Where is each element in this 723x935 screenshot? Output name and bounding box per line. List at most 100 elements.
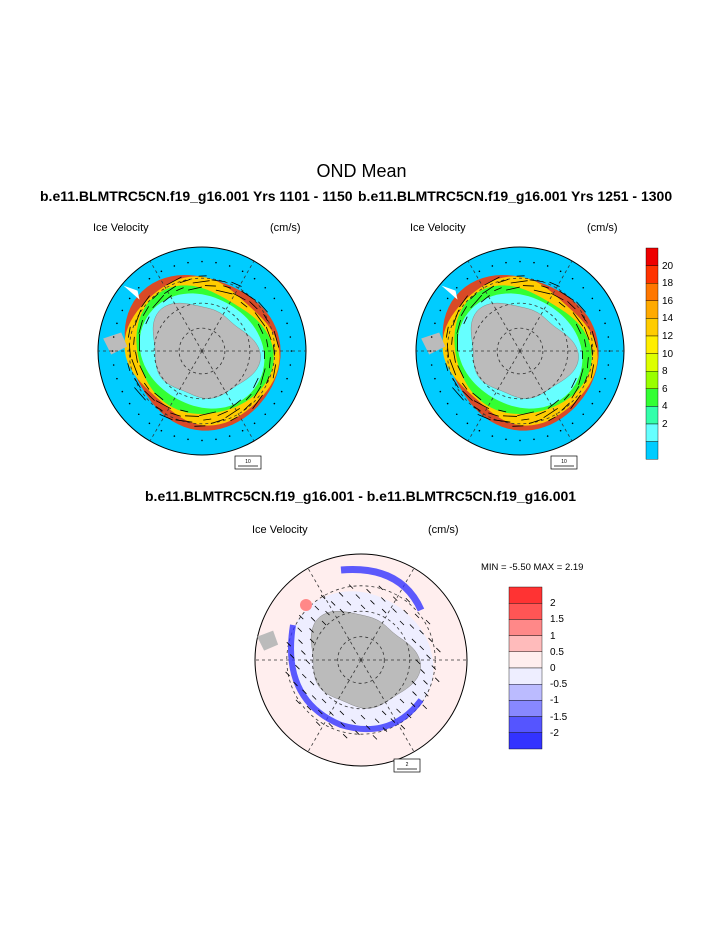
velocity-dot [148, 277, 151, 280]
velocity-vector [301, 650, 306, 655]
velocity-vector [456, 319, 461, 334]
colorbar-swatch [645, 335, 659, 354]
units-label-diff: (cm/s) [428, 524, 459, 536]
latitude-circle [178, 327, 226, 375]
velocity-dot [111, 350, 114, 352]
velocity-vector [378, 585, 384, 591]
velocity-vector [311, 695, 317, 700]
colorbar-tick-label: -2 [550, 727, 559, 739]
velocity-dot [446, 297, 449, 300]
velocity-vector [550, 292, 564, 301]
velocity-vector [559, 290, 574, 301]
velocity-vector [154, 392, 164, 401]
velocity-vector [265, 376, 270, 384]
colorbar-swatch [645, 283, 659, 302]
velocity-vector [396, 708, 401, 714]
velocity-vector [405, 597, 411, 603]
velocity-dot [604, 377, 606, 380]
velocity-vector [521, 418, 530, 421]
velocity-vector [535, 410, 546, 416]
colorbar-tick-label: 18 [662, 278, 674, 290]
velocity-dot [201, 439, 203, 442]
velocity-vector [365, 725, 371, 730]
velocity-dot [173, 265, 176, 267]
velocity-dot [289, 364, 292, 366]
velocity-dot [121, 309, 124, 312]
velocity-vector [461, 382, 468, 390]
velocity-dot [116, 322, 118, 325]
velocity-dot [533, 261, 535, 264]
velocity-vector [266, 339, 269, 348]
velocity-vector [139, 365, 147, 379]
colorbar-tick-label: 0.5 [550, 646, 564, 658]
velocity-vector [419, 629, 424, 635]
velocity-dot [228, 435, 231, 437]
reference-vector-right: 10 [550, 455, 578, 470]
velocity-vector [462, 390, 473, 401]
colorbar-tick-label: 10 [662, 348, 674, 360]
velocity-vector [318, 709, 323, 715]
velocity-dot [253, 422, 256, 425]
panel-title-right: b.e11.BLMTRC5CN.f19_g16.001 Yrs 1251 - 1… [358, 188, 673, 204]
latitude-circle [153, 302, 251, 400]
velocity-vector [305, 659, 311, 665]
velocity-dot [241, 270, 244, 273]
positive-patch [300, 599, 312, 611]
velocity-dot [571, 277, 574, 280]
velocity-vector [260, 368, 266, 385]
velocity-dot [434, 322, 436, 325]
velocity-vector [185, 415, 200, 417]
velocity-vector [425, 619, 431, 625]
colorbar-tick-label: 6 [662, 383, 668, 395]
latitude-circle [337, 636, 385, 684]
velocity-vector [155, 406, 163, 412]
white-wedge [441, 285, 458, 300]
velocity-vector [567, 301, 576, 310]
velocity-vector [346, 600, 352, 606]
velocity-dot [112, 364, 115, 366]
velocity-vector [314, 605, 320, 611]
latitude-circle [446, 277, 594, 425]
velocity-dot [290, 350, 293, 352]
velocity-vector [339, 608, 345, 614]
velocity-vector [506, 286, 520, 291]
velocity-vector [547, 399, 560, 409]
velocity-dot [228, 265, 231, 267]
velocity-vector [571, 377, 577, 389]
colorbar-swatch [508, 667, 543, 685]
velocity-vector [243, 402, 252, 411]
velocity-vector [578, 368, 584, 385]
velocity-vector [298, 639, 303, 644]
velocity-dot [160, 270, 163, 273]
velocity-vector [199, 411, 216, 417]
velocity-dot [559, 270, 562, 273]
velocity-dot [519, 439, 521, 442]
figure-title: OND Mean [316, 161, 407, 181]
velocity-vector [230, 416, 238, 422]
velocity-vector [528, 418, 543, 424]
meridian-line [519, 350, 573, 442]
velocity-dot [533, 438, 535, 441]
velocity-vector [339, 710, 345, 716]
velocity-vector [273, 344, 275, 356]
colorbar-swatch [645, 247, 659, 266]
velocity-vector [503, 415, 518, 417]
colorbar-swatch [508, 603, 543, 620]
velocity-vector [541, 285, 549, 289]
velocity-vector [459, 295, 468, 308]
velocity-dot [187, 438, 189, 441]
velocity-vector [581, 313, 587, 322]
velocity-dot [466, 277, 469, 280]
velocity-dot [215, 261, 217, 264]
velocity-dot [439, 390, 442, 393]
reference-vector-label: 10 [245, 459, 251, 465]
velocity-vector [351, 719, 356, 724]
velocity-vector [180, 409, 189, 413]
velocity-vector [543, 407, 559, 418]
colorbar-swatch [645, 388, 659, 407]
velocity-vector [301, 673, 307, 679]
velocity-dot [505, 261, 507, 264]
velocity-vector [289, 654, 295, 659]
velocity-vector [309, 638, 315, 644]
velocity-dot [112, 336, 115, 338]
